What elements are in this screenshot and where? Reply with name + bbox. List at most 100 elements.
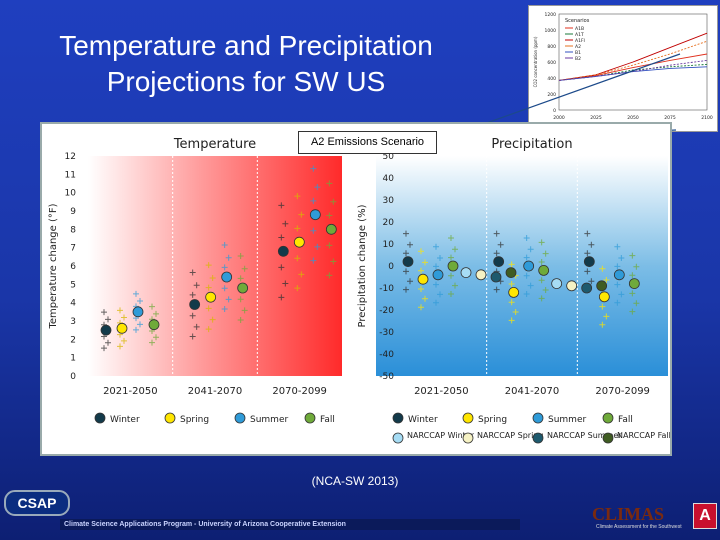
- csap-logo: CSAP: [4, 490, 70, 516]
- temperature-spring-model-marker: [121, 314, 127, 321]
- temperature-y-tick: 12: [65, 152, 76, 162]
- precipitation-y-tick: -10: [379, 284, 394, 294]
- temperature-summer-model-marker: [133, 290, 139, 297]
- temperature-spring-model-marker: [205, 305, 212, 312]
- precipitation-spring-model-marker: [599, 303, 606, 310]
- precipitation-point-winter: [493, 256, 505, 268]
- precipitation-y-tick: -30: [379, 328, 394, 338]
- temperature-legend-label: Spring: [180, 415, 209, 425]
- precipitation-legend-marker: [602, 432, 614, 444]
- temperature-fall-model-marker: [149, 303, 155, 310]
- precipitation-y-tick: -20: [379, 306, 394, 316]
- temperature-winter-model-marker: [189, 312, 196, 319]
- precipitation-fall-model-marker: [452, 282, 458, 289]
- temperature-fall-model-marker: [237, 317, 244, 323]
- precipitation-y-tick: 0: [388, 262, 394, 272]
- precipitation-winter-model-marker: [493, 250, 500, 257]
- precipitation-winter-model-marker: [403, 230, 409, 237]
- precipitation-fall-model-marker: [629, 252, 636, 259]
- precipitation-point-narccap_fall: [505, 267, 517, 279]
- temperature-spring-model-marker: [117, 343, 123, 350]
- precipitation-winter-model-marker: [584, 230, 591, 237]
- temperature-legend-marker: [234, 412, 246, 424]
- temperature-winter-model-marker: [189, 333, 196, 340]
- temperature-point-winter: [189, 299, 201, 310]
- temperature-winter-model-marker: [282, 280, 289, 287]
- temperature-y-tick: 5: [70, 280, 76, 290]
- precipitation-summer-model-marker: [433, 243, 439, 250]
- temperature-fall-model-marker: [330, 258, 337, 265]
- precipitation-fall-model-marker: [542, 250, 549, 257]
- temperature-winter-model-marker: [101, 345, 107, 352]
- precipitation-summer-model-marker: [523, 254, 530, 261]
- precipitation-legend-marker: [392, 432, 404, 444]
- temperature-summer-model-marker: [310, 257, 317, 264]
- inset-x-tick: 2025: [590, 115, 602, 121]
- temperature-spring-model-marker: [205, 262, 212, 269]
- precipitation-spring-model-marker: [599, 321, 606, 328]
- temperature-summer-model-marker: [314, 243, 321, 250]
- precipitation-fall-model-marker: [542, 287, 549, 293]
- precipitation-summer-model-marker: [614, 281, 621, 288]
- precipitation-spring-model-marker: [508, 281, 515, 287]
- precipitation-spring-model-marker: [418, 267, 424, 274]
- temperature-spring-model-marker: [209, 274, 216, 281]
- precipitation-title: Precipitation: [491, 137, 572, 152]
- precipitation-legend-label: Summer: [548, 415, 586, 425]
- slide-title: Temperature and Precipitation Projection…: [6, 28, 486, 100]
- precipitation-legend-marker: [392, 412, 404, 424]
- inset-x-tick: 2000: [553, 115, 565, 121]
- precipitation-summer-model-marker: [527, 246, 534, 253]
- precipitation-fall-model-marker: [629, 290, 636, 297]
- precipitation-point-spring: [508, 286, 520, 298]
- precipitation-summer-model-marker: [614, 243, 621, 250]
- temperature-point-spring: [116, 322, 128, 334]
- precipitation-spring-model-marker: [603, 313, 610, 320]
- inset-y-label: CO2 concentration (ppm): [533, 36, 538, 87]
- precipitation-winter-model-marker: [407, 278, 413, 285]
- precipitation-fall-model-marker: [452, 246, 458, 253]
- inset-y-tick: 200: [547, 92, 556, 98]
- temperature-legend-label: Winter: [110, 415, 140, 425]
- footer-bar: [60, 519, 520, 530]
- temperature-fall-model-marker: [326, 242, 333, 249]
- precipitation-point-spring: [598, 291, 610, 303]
- precipitation-point-spring: [417, 273, 429, 285]
- precipitation-legend-label: NARCCAP Summer: [547, 431, 622, 440]
- temperature-y-tick: 0: [70, 372, 76, 382]
- temperature-legend-marker: [94, 412, 106, 424]
- precipitation-fall-model-marker: [538, 239, 545, 246]
- temperature-y-tick: 9: [70, 207, 76, 217]
- precipitation-x-tick: 2021-2050: [414, 386, 469, 397]
- temperature-winter-model-marker: [101, 309, 107, 316]
- precipitation-y-tick: 10: [383, 240, 395, 250]
- inset-legend-label: A1B: [575, 26, 584, 32]
- precipitation-point-narccap_spring: [566, 280, 578, 292]
- temperature-spring-model-marker: [209, 316, 216, 323]
- precipitation-spring-model-marker: [418, 248, 424, 255]
- precipitation-fall-model-marker: [538, 277, 545, 284]
- inset-legend-label: A2: [575, 44, 581, 50]
- temperature-y-tick: 3: [70, 317, 76, 327]
- precipitation-y-tick: 30: [383, 196, 395, 206]
- source-citation: (NCA-SW 2013): [311, 474, 399, 488]
- temperature-fall-model-marker: [237, 296, 244, 303]
- temperature-point-summer: [309, 209, 321, 221]
- inset-legend-label: A1FI: [575, 38, 585, 44]
- temperature-summer-model-marker: [221, 264, 228, 271]
- temperature-point-fall: [148, 319, 160, 331]
- precipitation-fall-model-marker: [629, 272, 636, 279]
- precipitation-y-tick: 20: [383, 218, 395, 228]
- temperature-point-fall: [237, 282, 249, 294]
- temperature-winter-model-marker: [278, 264, 285, 271]
- ua-logo: A: [693, 503, 717, 529]
- precipitation-y-tick: -40: [379, 350, 394, 360]
- temperature-spring-model-marker: [294, 285, 301, 292]
- temperature-spring-model-marker: [294, 255, 301, 262]
- precipitation-point-summer: [613, 269, 625, 281]
- inset-y-tick: 0: [553, 108, 556, 114]
- temperature-summer-model-marker: [225, 296, 232, 303]
- precipitation-summer-model-marker: [614, 299, 621, 306]
- temperature-fall-model-marker: [241, 265, 248, 272]
